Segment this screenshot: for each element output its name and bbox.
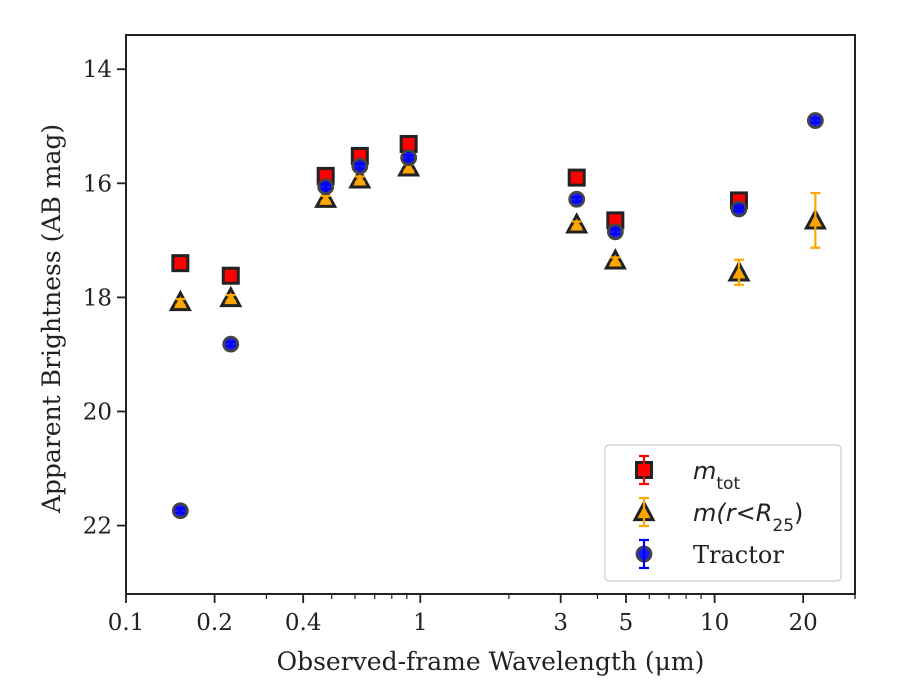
error-bar [571, 173, 582, 182]
x-tick-label: 20 [789, 610, 818, 636]
legend: mtot m(r<R25) Tractor [604, 444, 842, 582]
error-bar [403, 139, 414, 148]
error-bar [403, 154, 414, 162]
error-bar [225, 340, 236, 348]
x-tick-label: 0.4 [285, 610, 322, 636]
error-bar [571, 195, 582, 203]
error-bar [320, 194, 331, 203]
error-bar [733, 258, 744, 286]
series-square [171, 134, 748, 285]
error-bar [610, 256, 621, 265]
y-axis-title: Apparent Brightness (AB mag) [37, 124, 66, 514]
legend-label-main: m(r<R [693, 499, 772, 527]
legend-label-subscript: tot [716, 474, 740, 494]
legend-label-main: m [693, 457, 716, 485]
legend-label: Tractor [693, 541, 784, 569]
legend-error-bar [639, 538, 649, 570]
error-bar [225, 294, 236, 302]
x-axis-title: Observed-frame Wavelength (μm) [277, 647, 705, 676]
error-bar [733, 205, 744, 213]
x-axis: 0.1 0.2 0.4 1 3 5 10 20 [108, 594, 856, 636]
error-bar [810, 117, 821, 124]
data-marks [168, 112, 827, 520]
y-tick-label: 16 [83, 171, 112, 197]
error-bar [175, 507, 186, 515]
series-triangle [168, 155, 827, 312]
legend-error-bar [639, 454, 649, 486]
x-tick-label: 0.1 [108, 610, 145, 636]
legend-label: m(r<R25) [693, 499, 803, 536]
legend-label-main: Tractor [693, 541, 784, 569]
x-tick-label: 3 [553, 610, 568, 636]
x-tick-label: 5 [619, 610, 634, 636]
error-bar [571, 220, 582, 229]
legend-label: mtot [693, 457, 740, 494]
error-bar [354, 175, 365, 184]
error-bar [610, 216, 621, 225]
error-bar [354, 162, 365, 170]
y-axis: 14 16 18 20 22 [83, 57, 126, 540]
x-tick-label: 1 [413, 610, 428, 636]
x-tick-label: 10 [700, 610, 729, 636]
error-bar [175, 297, 186, 306]
legend-error-bar [639, 496, 649, 528]
error-bar [175, 259, 186, 268]
error-bar [610, 228, 621, 236]
error-bar [225, 271, 236, 280]
y-tick-label: 22 [83, 514, 112, 540]
y-tick-label: 18 [83, 285, 112, 311]
legend-label-subscript: 25 [772, 516, 794, 536]
error-bar [810, 191, 821, 249]
legend-label-tail: ) [794, 499, 803, 527]
plot-frame [125, 34, 856, 595]
error-bar [320, 183, 331, 191]
series-circle [171, 112, 824, 520]
x-tick-label: 0.2 [196, 610, 233, 636]
y-tick-label: 20 [83, 399, 112, 425]
legend-box [604, 444, 842, 582]
y-tick-label: 14 [83, 57, 112, 83]
